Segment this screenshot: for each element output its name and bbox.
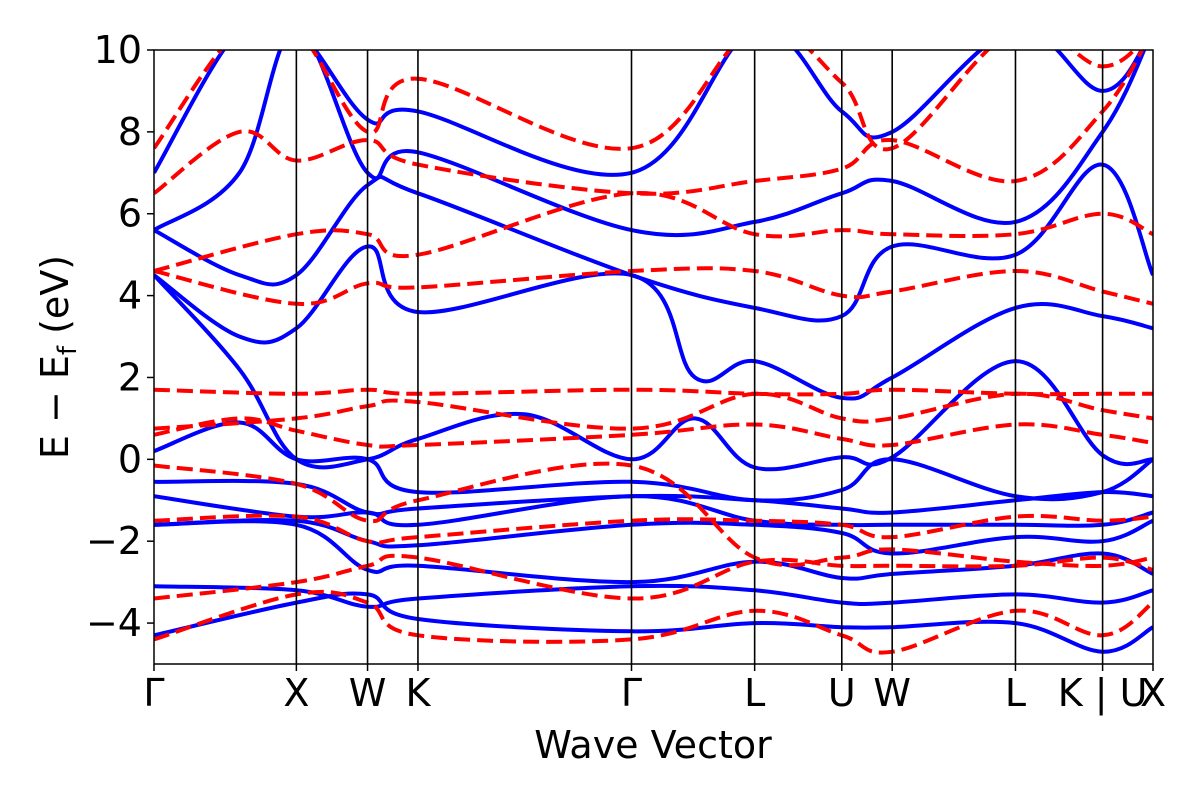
band-dashed-10 [154,50,1137,152]
y-tick-label: 0 [118,437,142,481]
band-solid-10 [154,50,1147,238]
x-tick-label: U [828,671,856,715]
band-solid-9 [154,162,1153,323]
band-solid-11 [154,50,1144,177]
high-symmetry-lines [295,50,1104,664]
y-axis-ticks: −4 −2 0 2 4 6 8 10 [86,28,154,645]
band-dashed-3 [154,461,1153,568]
x-tick-label: K [405,671,431,715]
band-solid-2 [154,519,1153,585]
x-tick-label: X [283,671,309,715]
band-dashed-2 [154,513,1153,545]
x-tick-label: L [1005,671,1026,715]
y-tick-label: 4 [118,274,142,318]
y-tick-label: −2 [86,519,142,563]
band-dashed-4 [154,416,1153,449]
x-tick-label: W [873,671,911,715]
y-axis-label-unit: (eV) [33,255,77,346]
plot-frame [153,49,1154,665]
y-tick-label: 10 [94,28,142,72]
bands-layer [154,50,1153,655]
y-axis-label: E − Ef (eV) [33,255,83,459]
x-axis-label: Wave Vector [534,723,772,767]
band-dashed-9 [154,50,1145,196]
y-axis-label-main: E − E [33,355,77,459]
x-tick-label: W [349,671,387,715]
band-dashed-8 [154,191,1153,273]
band-dashed-5 [154,391,1153,431]
x-tick-label: Γ [621,671,642,715]
band-solid-0 [154,591,1153,654]
y-tick-label: 8 [118,110,142,154]
x-tick-label: Γ [143,671,164,715]
y-tick-label: 2 [118,355,142,399]
y-tick-label: −4 [86,601,142,645]
band-solid-8 [154,244,1153,401]
y-tick-label: 6 [118,192,142,236]
band-dashed-0 [154,589,1153,655]
x-tick-label: L [744,671,765,715]
x-tick-label: X [1140,671,1166,715]
y-axis-label-sub: f [53,345,83,355]
x-tick-label: K | U [1058,671,1148,716]
